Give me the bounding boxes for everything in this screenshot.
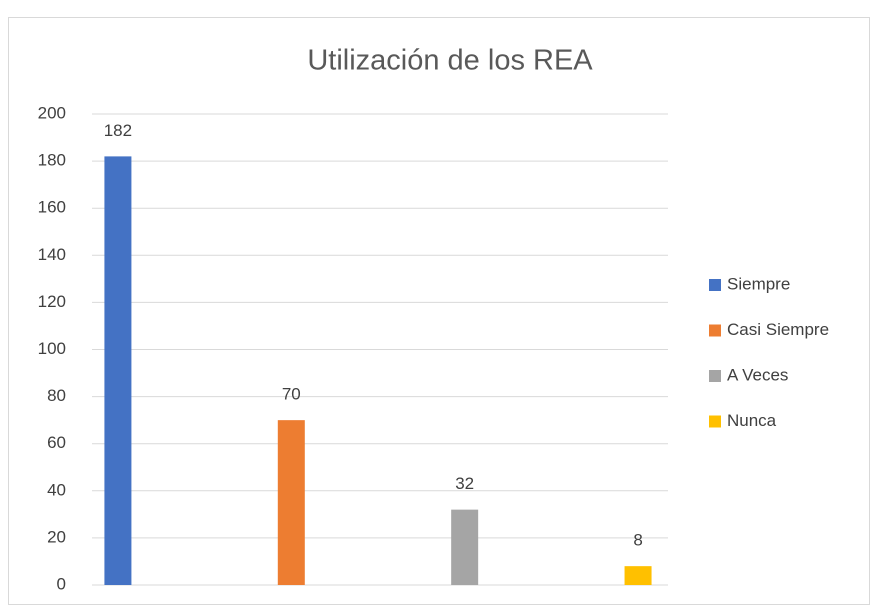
y-tick-label: 60: [47, 433, 66, 452]
legend-label: Siempre: [727, 274, 790, 293]
y-tick-label: 100: [38, 339, 66, 358]
legend-swatch: [709, 415, 721, 428]
legend-label: Casi Siempre: [727, 320, 829, 339]
bar: [451, 509, 479, 585]
legend-label: A Veces: [727, 365, 788, 384]
y-tick-label: 40: [47, 480, 66, 499]
y-tick-label: 20: [47, 527, 66, 546]
legend-swatch: [709, 279, 721, 291]
data-label: 182: [104, 121, 132, 140]
chart-border: [8, 17, 870, 605]
data-label: 32: [455, 474, 474, 493]
data-label: 70: [282, 385, 301, 404]
y-tick-label: 120: [38, 292, 66, 311]
bar: [104, 156, 132, 585]
chart-title: Utilización de los REA: [307, 45, 593, 77]
legend-swatch: [709, 324, 721, 337]
y-tick-label: 180: [38, 151, 66, 170]
y-tick-label: 140: [38, 245, 66, 264]
legend-swatch: [709, 370, 721, 382]
data-label: 8: [633, 531, 642, 550]
y-tick-label: 80: [47, 386, 66, 405]
bar: [624, 566, 652, 585]
bar: [277, 420, 305, 585]
y-tick-label: 200: [38, 103, 66, 122]
y-tick-label: 0: [57, 574, 66, 593]
y-tick-label: 160: [38, 198, 66, 217]
legend-label: Nunca: [727, 411, 777, 430]
